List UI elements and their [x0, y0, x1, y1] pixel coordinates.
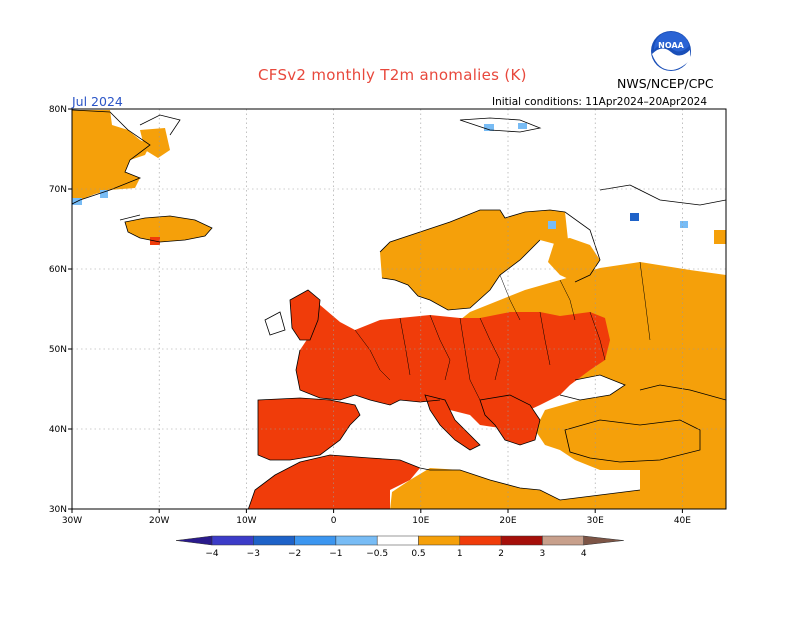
anomaly-cell-negative — [100, 190, 108, 198]
anomaly-region-iceland — [125, 216, 212, 242]
country-borders — [354, 261, 651, 401]
anomaly-region-north-africa-red — [248, 455, 420, 509]
map-frame — [71, 108, 727, 510]
anomaly-region-italy — [425, 395, 480, 450]
lat-label: 40N — [49, 425, 67, 435]
agency-label: NWS/NCEP/CPC — [617, 76, 714, 91]
lon-label: 0 — [331, 516, 337, 526]
legend-swatch — [418, 535, 461, 546]
legend-swatch — [542, 535, 584, 546]
legend-label: 1 — [457, 549, 463, 559]
anomaly-region-greenland — [72, 110, 150, 204]
lat-label: 60N — [49, 265, 67, 275]
coastlines — [72, 109, 726, 509]
legend-swatch — [583, 535, 624, 546]
logo-text: NOAA — [658, 41, 684, 50]
anomaly-region-central-europe — [296, 305, 610, 428]
legend-label: 3 — [540, 549, 546, 559]
anomaly-cell — [714, 230, 726, 244]
anomaly-region-turkey — [565, 420, 700, 462]
latitude-labels: 80N 70N 60N 50N 40N 30N — [49, 105, 72, 515]
legend-label: 0.5 — [411, 549, 425, 559]
lon-label: 40E — [674, 516, 691, 526]
legend-swatch — [294, 535, 337, 546]
legend-label: −4 — [205, 549, 219, 559]
lon-label: 30W — [62, 516, 82, 526]
legend-swatch — [253, 535, 295, 546]
anomaly-cell-negative — [548, 221, 556, 229]
legend-swatch — [335, 535, 378, 546]
lon-label: 20E — [499, 516, 516, 526]
lat-label: 30N — [49, 505, 67, 515]
legend-swatch — [459, 535, 502, 546]
anomaly-cell-negative — [518, 123, 527, 129]
anomaly-region-scandinavia — [380, 210, 568, 310]
lon-label: 30E — [587, 516, 604, 526]
anomaly-cell-negative — [680, 221, 688, 228]
legend-label: −0.5 — [366, 549, 388, 559]
anomaly-cell-negative — [484, 124, 494, 131]
lat-label: 50N — [49, 345, 67, 355]
legend-swatch — [376, 535, 419, 546]
anomaly-region-greenland-east — [140, 128, 170, 158]
color-legend: −4 −3 −2 −1 −0.5 0.5 1 2 3 4 — [175, 535, 624, 559]
lat-label: 80N — [49, 105, 67, 115]
lat-label: 70N — [49, 185, 67, 195]
anomaly-region-north-africa-orange — [390, 468, 640, 509]
legend-swatch — [175, 535, 213, 546]
anomaly-region-balkans — [480, 395, 540, 445]
legend-label: 2 — [498, 549, 504, 559]
legend-label: −3 — [247, 549, 260, 559]
anomaly-region-iberia — [258, 398, 360, 460]
graticule — [72, 109, 726, 509]
anomaly-fill-layer — [72, 110, 726, 509]
legend-label: −1 — [329, 549, 342, 559]
initial-conditions: Initial conditions: 11Apr2024–20Apr2024 — [492, 96, 708, 108]
lon-label: 10W — [236, 516, 256, 526]
legend-swatch — [211, 535, 254, 546]
legend-label: −2 — [288, 549, 301, 559]
legend-label: 4 — [581, 549, 587, 559]
noaa-logo: NOAA — [650, 30, 692, 72]
lon-label: 10E — [412, 516, 429, 526]
legend-swatch — [500, 535, 543, 546]
lon-label: 20W — [149, 516, 169, 526]
longitude-labels: 30W 20W 10W 0 10E 20E 30E 40E — [62, 509, 691, 526]
map-title: CFSv2 monthly T2m anomalies (K) — [258, 66, 527, 84]
anomaly-region-finland — [548, 238, 600, 282]
forecast-period: Jul 2024 — [72, 94, 123, 109]
anomaly-region-uk — [290, 290, 320, 340]
anomaly-cell-negative — [630, 213, 639, 221]
